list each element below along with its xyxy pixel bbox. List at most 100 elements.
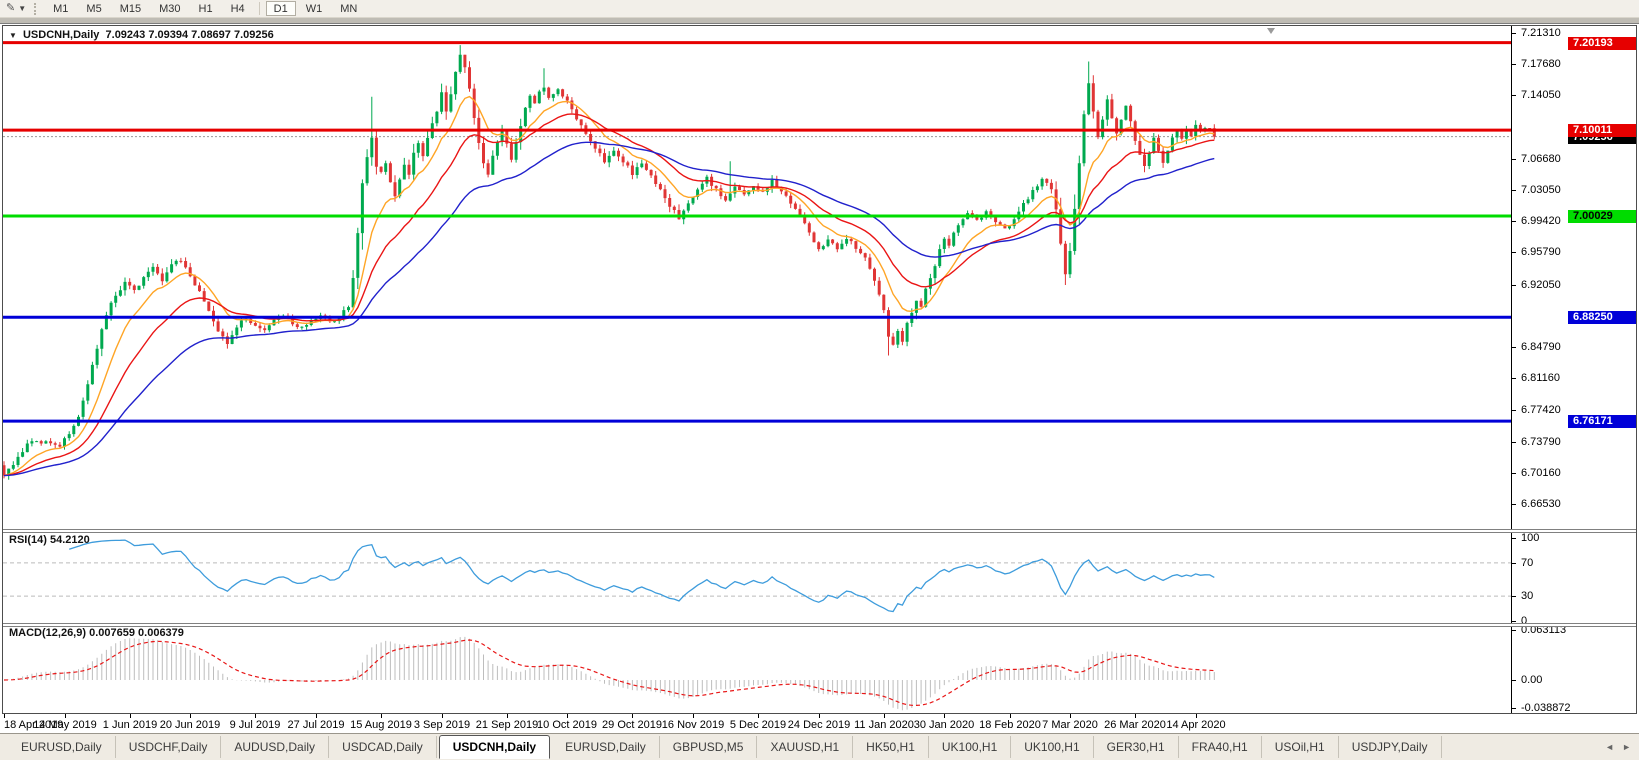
price-tick-label: 7.14050 — [1521, 89, 1561, 101]
cursor-tool-button[interactable]: ✎ ▼ — [0, 0, 32, 17]
tab-scroll-left-icon[interactable]: ◄ — [1605, 742, 1615, 752]
chart-tab-hk50-h1[interactable]: HK50,H1 — [853, 736, 929, 758]
price-tick-label: 6.73790 — [1521, 436, 1561, 448]
date-tick — [442, 714, 443, 718]
axis-tick — [1512, 285, 1516, 286]
price-tick-label: 6.81160 — [1521, 372, 1560, 384]
date-tick — [130, 714, 131, 718]
axis-tick — [1512, 221, 1516, 222]
chart-tab-usdchf-daily[interactable]: USDCHF,Daily — [116, 736, 222, 758]
price-tick-label: 6.95790 — [1521, 246, 1561, 258]
price-axis[interactable]: 7.21310 7.17680 7.14050 7.06680 7.03050 6.994… — [1511, 26, 1636, 714]
date-tick — [255, 714, 256, 718]
axis-tick — [1512, 504, 1516, 505]
price-tick-label: 6.66530 — [1521, 498, 1561, 510]
axis-tick — [1512, 33, 1516, 34]
chart-shift-marker-icon — [1267, 28, 1275, 34]
axis-tick — [1512, 95, 1516, 96]
date-tick — [1135, 714, 1136, 718]
timeframe-button-h1[interactable]: H1 — [198, 3, 213, 15]
chart-tab-gbpusd-m5[interactable]: GBPUSD,M5 — [660, 736, 758, 758]
timeframe-button-m1[interactable]: M1 — [53, 3, 69, 15]
price-tick-label: 6.77420 — [1521, 404, 1561, 416]
chart-window: 7.21310 7.17680 7.14050 7.06680 7.03050 6.994… — [2, 25, 1637, 714]
date-label: 16 Nov 2019 — [661, 719, 725, 731]
date-label: 21 Sep 2019 — [475, 719, 539, 731]
macd-signal-line — [3, 639, 1215, 707]
date-tick — [819, 714, 820, 718]
date-tick — [567, 714, 568, 718]
panel-splitter[interactable] — [3, 529, 1636, 533]
macd-scale-label: 0.063113 — [1521, 624, 1567, 636]
chart-plot-area[interactable] — [3, 26, 1511, 713]
chart-tab-eurusd-daily[interactable]: EURUSD,Daily — [552, 736, 660, 758]
rsi-scale-label: 70 — [1521, 557, 1534, 569]
rsi-scale-label: 100 — [1521, 532, 1540, 544]
chart-tab-usdcnh-daily[interactable]: USDCNH,Daily — [438, 735, 551, 759]
timeframe-button-w1[interactable]: W1 — [305, 3, 323, 15]
date-tick — [65, 714, 66, 718]
chart-tab-uk100-h1[interactable]: UK100,H1 — [929, 736, 1012, 758]
axis-tick — [1512, 621, 1516, 622]
date-label: 30 Jan 2020 — [913, 719, 975, 731]
chart-tab-eurusd-daily[interactable]: EURUSD,Daily — [8, 736, 116, 758]
chart-symbol: USDCNH,Daily — [22, 29, 100, 41]
axis-tick — [1512, 630, 1516, 631]
chart-tab-usdjpy-daily[interactable]: USDJPY,Daily — [1339, 736, 1442, 758]
chart-tab-ger30-h1[interactable]: GER30,H1 — [1094, 736, 1179, 758]
date-tick — [316, 714, 317, 718]
date-label: 3 Sep 2019 — [413, 719, 471, 731]
date-label: 29 Oct 2019 — [602, 719, 662, 731]
chevron-down-icon: ▼ — [18, 4, 27, 13]
date-tick — [190, 714, 191, 718]
timeframe-button-d1[interactable]: D1 — [265, 1, 296, 16]
date-axis[interactable]: 18 Apr 2019 14 May 2019 1 Jun 2019 20 Jun 2… — [2, 714, 1637, 733]
down-candle-bodies — [3, 54, 1216, 476]
toolbar: ✎ ▼ M1 M5 M15 M30 H1 H4 D1 W1 MN — [0, 0, 1639, 18]
timeframe-button-mn[interactable]: MN — [340, 3, 358, 15]
timeframe-button-m30[interactable]: M30 — [159, 3, 181, 15]
date-tick — [944, 714, 945, 718]
axis-tick — [1512, 708, 1516, 709]
axis-tick — [1512, 378, 1516, 379]
date-tick — [693, 714, 694, 718]
axis-tick — [1512, 347, 1516, 348]
chart-tab-uk100-h1[interactable]: UK100,H1 — [1011, 736, 1094, 758]
axis-tick — [1512, 442, 1516, 443]
macd-histogram — [8, 636, 1215, 711]
level-price-badge: 7.00029 — [1568, 210, 1636, 223]
rsi-scale-label: 0 — [1521, 615, 1528, 627]
price-tick-label: 6.92050 — [1521, 279, 1561, 291]
chart-ohlc: 7.09243 7.09394 7.08697 7.09256 — [105, 29, 274, 41]
price-tick-label: 7.17680 — [1521, 58, 1561, 70]
price-tick-label: 6.70160 — [1521, 467, 1561, 479]
date-tick — [381, 714, 382, 718]
collapse-triangle-icon[interactable]: ▼ — [9, 31, 17, 40]
date-tick — [4, 714, 5, 718]
level-price-badge: 6.76171 — [1568, 415, 1636, 428]
chart-tab-xauusd-h1[interactable]: XAUUSD,H1 — [757, 736, 854, 758]
rsi-label: RSI(14) 54.2120 — [9, 534, 90, 546]
timeframe-button-m5[interactable]: M5 — [86, 3, 102, 15]
timeframe-button-m15[interactable]: M15 — [119, 3, 142, 15]
date-label: 11 Jan 2020 — [854, 719, 914, 731]
panel-splitter[interactable] — [3, 623, 1636, 627]
chart-tab-usdcad-daily[interactable]: USDCAD,Daily — [329, 736, 437, 758]
moving-average-slow — [3, 141, 1215, 477]
tab-scroll-right-icon[interactable]: ► — [1622, 742, 1631, 752]
chart-tab-fra40-h1[interactable]: FRA40,H1 — [1179, 736, 1262, 758]
chart-tabbar: EURUSD,Daily USDCHF,Daily AUDUSD,Daily USDC… — [0, 733, 1639, 760]
axis-tick — [1512, 563, 1516, 564]
window-edge — [0, 18, 1639, 24]
date-tick — [758, 714, 759, 718]
date-label: 24 Dec 2019 — [787, 719, 851, 731]
macd-label: MACD(12,26,9) 0.007659 0.006379 — [9, 627, 184, 639]
timeframe-button-h4[interactable]: H4 — [230, 3, 245, 15]
chart-tab-audusd-daily[interactable]: AUDUSD,Daily — [221, 736, 330, 758]
chart-tab-usoil-h1[interactable]: USOil,H1 — [1262, 736, 1339, 758]
axis-tick — [1512, 410, 1516, 411]
date-tick — [632, 714, 633, 718]
date-label: 7 Mar 2020 — [1042, 719, 1098, 731]
toolbar-grip[interactable] — [34, 2, 38, 15]
